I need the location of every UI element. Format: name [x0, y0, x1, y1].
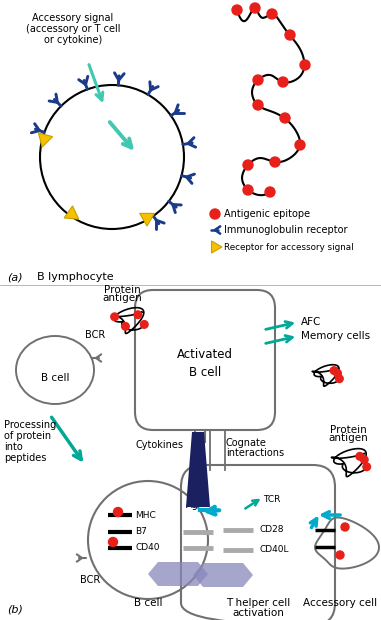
Polygon shape	[140, 213, 154, 226]
Circle shape	[363, 463, 370, 471]
Text: of protein: of protein	[4, 431, 51, 441]
Circle shape	[265, 187, 275, 197]
Circle shape	[232, 5, 242, 15]
Text: CD40L: CD40L	[260, 546, 290, 554]
Circle shape	[253, 100, 263, 110]
Text: B7: B7	[135, 528, 147, 536]
Circle shape	[336, 551, 344, 559]
Circle shape	[334, 370, 341, 377]
Circle shape	[330, 367, 338, 374]
Text: into: into	[4, 442, 23, 452]
Circle shape	[341, 523, 349, 531]
Text: TCR: TCR	[263, 495, 280, 505]
Circle shape	[295, 140, 305, 150]
Text: antigen: antigen	[328, 433, 368, 443]
Text: Immunoglobulin receptor: Immunoglobulin receptor	[224, 225, 347, 235]
Circle shape	[134, 311, 142, 319]
Circle shape	[300, 60, 310, 70]
Text: Cytokines: Cytokines	[135, 440, 183, 450]
Circle shape	[356, 453, 363, 460]
Polygon shape	[38, 133, 53, 147]
Text: Memory cells: Memory cells	[301, 331, 370, 341]
Polygon shape	[193, 563, 253, 587]
Text: or cytokine): or cytokine)	[44, 35, 102, 45]
Circle shape	[270, 157, 280, 167]
Text: Receptor for accessory signal: Receptor for accessory signal	[224, 242, 354, 252]
Circle shape	[250, 3, 260, 13]
Text: CD40: CD40	[135, 544, 160, 552]
Circle shape	[114, 508, 123, 516]
Circle shape	[280, 113, 290, 123]
Text: MHC: MHC	[135, 510, 156, 520]
Circle shape	[122, 322, 129, 330]
Circle shape	[111, 313, 118, 321]
Text: T helper cell: T helper cell	[226, 598, 290, 608]
Text: B cell: B cell	[41, 373, 69, 383]
Polygon shape	[211, 241, 222, 253]
Text: Protein: Protein	[330, 425, 367, 435]
Polygon shape	[148, 562, 208, 586]
Text: Protein: Protein	[104, 285, 140, 295]
Polygon shape	[64, 206, 79, 219]
Text: (b): (b)	[7, 605, 23, 615]
Text: antigen: antigen	[102, 293, 142, 303]
Text: AFC: AFC	[301, 317, 322, 327]
Text: (accessory or T cell: (accessory or T cell	[26, 24, 120, 34]
Text: Accessory signal: Accessory signal	[32, 13, 114, 23]
Text: BCR: BCR	[80, 575, 100, 585]
Circle shape	[109, 538, 117, 546]
Circle shape	[360, 456, 368, 464]
Text: Ag: Ag	[186, 500, 199, 510]
Text: peptides: peptides	[4, 453, 46, 463]
Text: CD28: CD28	[260, 526, 285, 534]
Circle shape	[253, 75, 263, 85]
Text: activation: activation	[232, 608, 284, 618]
Text: Accessory cell: Accessory cell	[303, 598, 377, 608]
Circle shape	[243, 160, 253, 170]
Text: Processing: Processing	[4, 420, 56, 430]
Text: B cell: B cell	[134, 598, 162, 608]
Circle shape	[141, 321, 148, 328]
Text: B lymphocyte: B lymphocyte	[37, 272, 113, 282]
Circle shape	[243, 185, 253, 195]
Text: (a): (a)	[7, 272, 22, 282]
Circle shape	[278, 77, 288, 87]
Circle shape	[336, 375, 343, 383]
Circle shape	[210, 209, 220, 219]
Text: interactions: interactions	[226, 448, 284, 458]
Text: B cell: B cell	[189, 366, 221, 378]
Text: Antigenic epitope: Antigenic epitope	[224, 209, 310, 219]
Text: Activated: Activated	[177, 348, 233, 361]
Circle shape	[285, 30, 295, 40]
Text: BCR: BCR	[85, 330, 105, 340]
Text: Cognate: Cognate	[226, 438, 267, 448]
Circle shape	[267, 9, 277, 19]
Polygon shape	[186, 432, 210, 507]
